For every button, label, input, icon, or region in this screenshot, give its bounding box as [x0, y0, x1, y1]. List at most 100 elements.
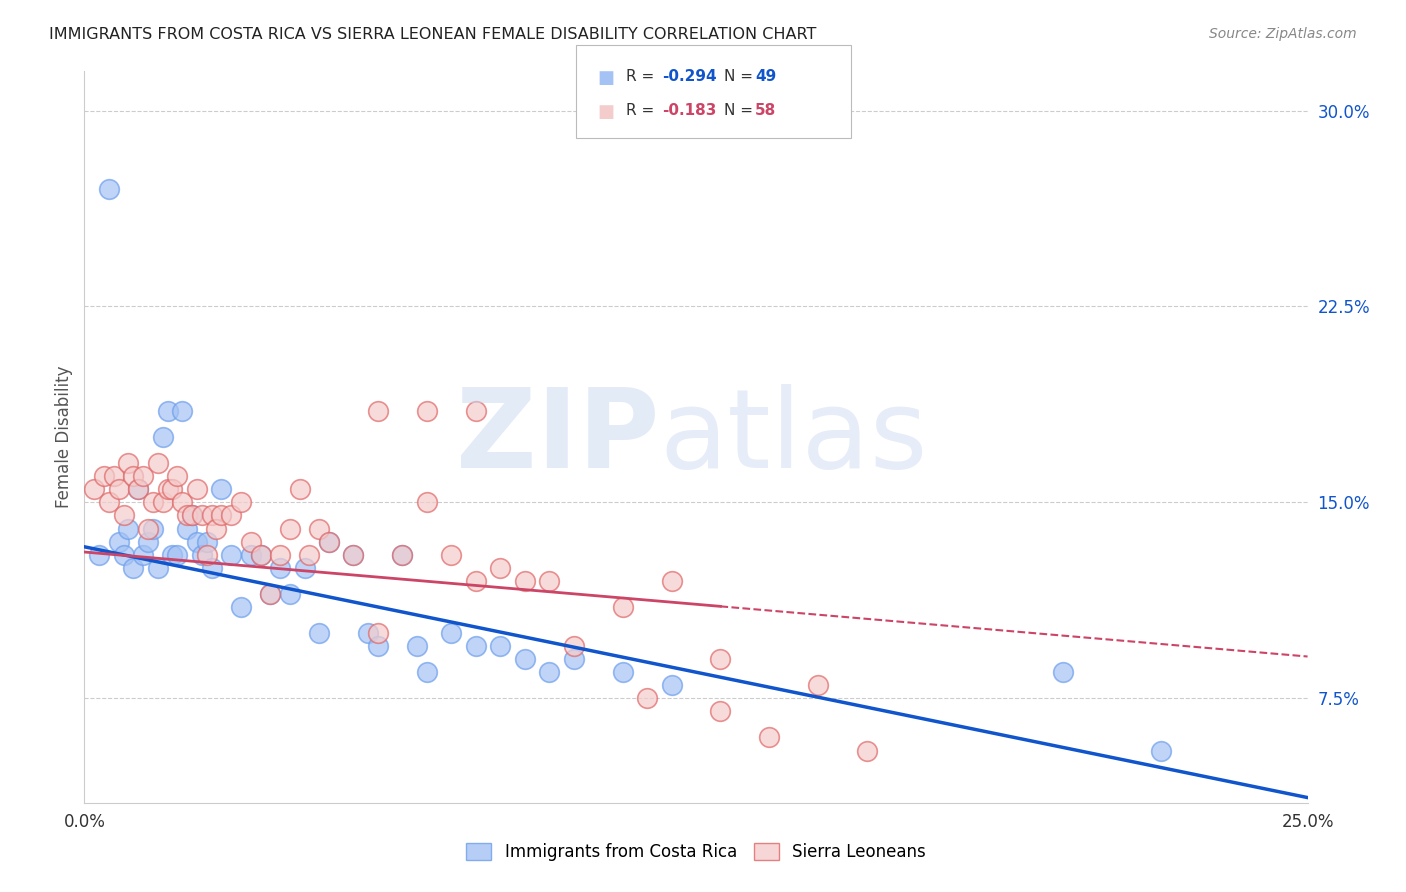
Point — [308, 521, 330, 535]
Y-axis label: Female Disability: Female Disability — [55, 366, 73, 508]
Point — [538, 574, 561, 588]
Point — [132, 469, 155, 483]
Point — [162, 548, 184, 562]
Point — [219, 548, 242, 562]
Point — [176, 521, 198, 535]
Point — [249, 548, 271, 562]
Point — [269, 548, 291, 562]
Point — [146, 560, 169, 574]
Point — [259, 587, 281, 601]
Point — [391, 548, 413, 562]
Text: N =: N = — [724, 69, 758, 84]
Point — [513, 652, 536, 666]
Point — [367, 626, 389, 640]
Point — [357, 626, 380, 640]
Point — [807, 678, 830, 692]
Point — [661, 574, 683, 588]
Point — [709, 705, 731, 719]
Point — [200, 560, 222, 574]
Point — [209, 483, 232, 497]
Point — [562, 639, 585, 653]
Point — [132, 548, 155, 562]
Point — [103, 469, 125, 483]
Text: 49: 49 — [755, 69, 776, 84]
Point — [191, 548, 214, 562]
Point — [1150, 743, 1173, 757]
Point — [269, 560, 291, 574]
Point — [191, 508, 214, 523]
Text: R =: R = — [626, 103, 659, 118]
Point — [142, 521, 165, 535]
Point — [181, 508, 204, 523]
Text: Source: ZipAtlas.com: Source: ZipAtlas.com — [1209, 27, 1357, 41]
Point — [513, 574, 536, 588]
Point — [612, 599, 634, 614]
Point — [856, 743, 879, 757]
Point — [97, 182, 120, 196]
Text: R =: R = — [626, 69, 659, 84]
Point — [229, 599, 252, 614]
Point — [342, 548, 364, 562]
Point — [294, 560, 316, 574]
Point — [249, 548, 271, 562]
Point — [416, 495, 439, 509]
Text: ■: ■ — [598, 103, 614, 120]
Point — [93, 469, 115, 483]
Text: ■: ■ — [598, 69, 614, 87]
Point — [342, 548, 364, 562]
Point — [219, 508, 242, 523]
Point — [636, 691, 658, 706]
Point — [308, 626, 330, 640]
Point — [186, 534, 208, 549]
Point — [440, 548, 463, 562]
Point — [562, 652, 585, 666]
Point — [416, 665, 439, 680]
Point — [367, 639, 389, 653]
Point — [176, 508, 198, 523]
Text: 58: 58 — [755, 103, 776, 118]
Point — [612, 665, 634, 680]
Point — [200, 508, 222, 523]
Text: IMMIGRANTS FROM COSTA RICA VS SIERRA LEONEAN FEMALE DISABILITY CORRELATION CHART: IMMIGRANTS FROM COSTA RICA VS SIERRA LEO… — [49, 27, 817, 42]
Point — [440, 626, 463, 640]
Point — [142, 495, 165, 509]
Point — [156, 483, 179, 497]
Point — [152, 430, 174, 444]
Point — [112, 548, 135, 562]
Point — [107, 483, 129, 497]
Point — [181, 508, 204, 523]
Point — [464, 639, 486, 653]
Point — [127, 483, 149, 497]
Point — [209, 508, 232, 523]
Point — [112, 508, 135, 523]
Point — [172, 404, 194, 418]
Point — [229, 495, 252, 509]
Point — [122, 469, 145, 483]
Point — [464, 574, 486, 588]
Point — [117, 456, 139, 470]
Point — [538, 665, 561, 680]
Point — [162, 483, 184, 497]
Legend: Immigrants from Costa Rica, Sierra Leoneans: Immigrants from Costa Rica, Sierra Leone… — [460, 836, 932, 868]
Point — [136, 521, 159, 535]
Point — [278, 521, 301, 535]
Point — [146, 456, 169, 470]
Point — [166, 548, 188, 562]
Point — [278, 587, 301, 601]
Point — [661, 678, 683, 692]
Point — [416, 404, 439, 418]
Text: -0.294: -0.294 — [662, 69, 717, 84]
Point — [156, 404, 179, 418]
Text: ZIP: ZIP — [456, 384, 659, 491]
Point — [318, 534, 340, 549]
Point — [107, 534, 129, 549]
Point — [239, 548, 262, 562]
Point — [136, 534, 159, 549]
Point — [83, 483, 105, 497]
Point — [259, 587, 281, 601]
Text: -0.183: -0.183 — [662, 103, 717, 118]
Text: N =: N = — [724, 103, 758, 118]
Point — [367, 404, 389, 418]
Point — [288, 483, 311, 497]
Point — [127, 483, 149, 497]
